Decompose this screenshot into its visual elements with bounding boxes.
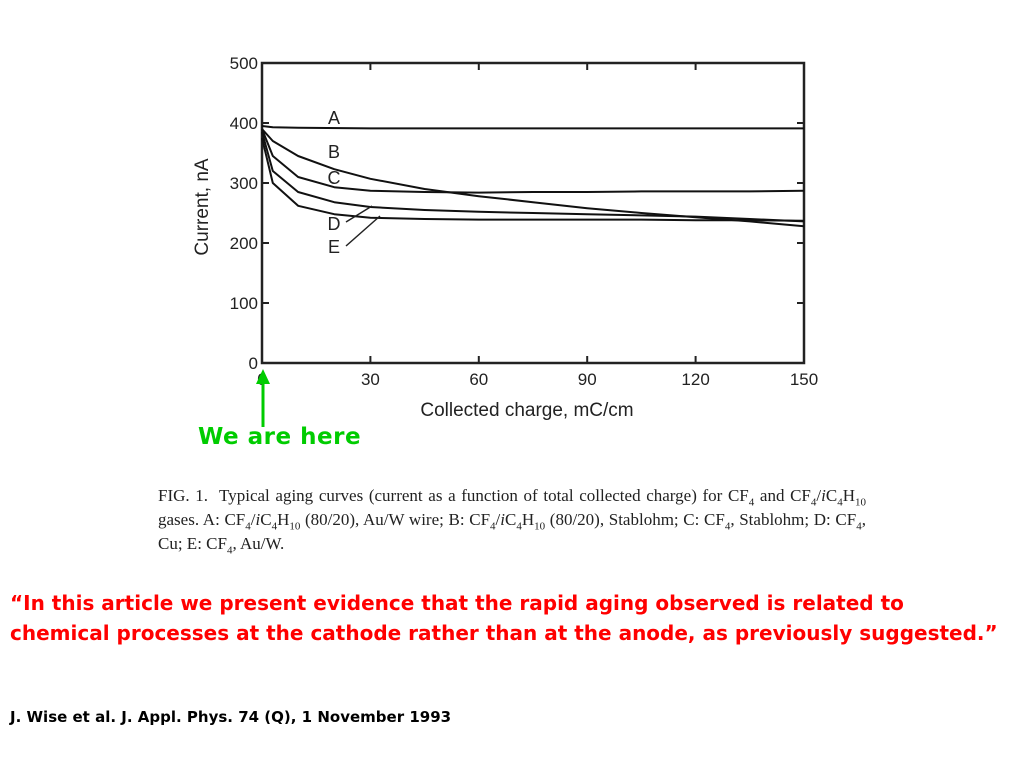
tick-group: 03060901201500100200300400500 xyxy=(230,54,819,389)
series-label-b: B xyxy=(328,142,340,162)
x-tick-label: 30 xyxy=(361,370,380,389)
series-group xyxy=(261,125,805,228)
caption-text: Typical aging curves (current as a funct… xyxy=(158,486,866,557)
series-line-d xyxy=(261,131,805,223)
series-line-b xyxy=(261,128,805,228)
x-tick-label: 60 xyxy=(469,370,488,389)
we-are-here-label: We are here xyxy=(198,424,362,450)
x-tick-label: 120 xyxy=(681,370,709,389)
article-citation: J. Wise et al. J. Appl. Phys. 74 (Q), 1 … xyxy=(10,708,452,726)
series-line-a xyxy=(261,125,804,130)
y-tick-label: 300 xyxy=(230,174,258,193)
x-axis-label: Collected charge, mC/cm xyxy=(420,400,633,421)
y-tick-label: 100 xyxy=(230,294,258,313)
y-tick-label: 0 xyxy=(249,354,258,373)
y-tick-label: 500 xyxy=(230,54,258,73)
leader-line-d xyxy=(345,205,373,223)
series-label-d: D xyxy=(328,214,341,234)
leader-line-e xyxy=(345,215,381,247)
series-line-c xyxy=(261,128,805,194)
plot-frame xyxy=(260,61,806,365)
x-tick-label: 150 xyxy=(790,370,818,389)
y-tick-label: 400 xyxy=(230,114,258,133)
y-tick-label: 200 xyxy=(230,234,258,253)
series-label-e: E xyxy=(328,237,340,257)
series-label-a: A xyxy=(328,108,340,128)
article-quote: “In this article we present evidence tha… xyxy=(10,591,998,645)
figure-caption: FIG. 1. Typical aging curves (current as… xyxy=(158,484,866,556)
series-line-e xyxy=(261,137,805,222)
series-label-group: ABC DE xyxy=(328,108,381,257)
we-are-here-arrow-icon xyxy=(256,369,270,427)
y-axis-label: Current, nA xyxy=(192,158,213,255)
caption-fig-label: FIG. 1. xyxy=(158,486,209,505)
series-label-c: C xyxy=(328,168,341,188)
plot-frame-group xyxy=(260,61,806,365)
x-tick-label: 90 xyxy=(578,370,597,389)
